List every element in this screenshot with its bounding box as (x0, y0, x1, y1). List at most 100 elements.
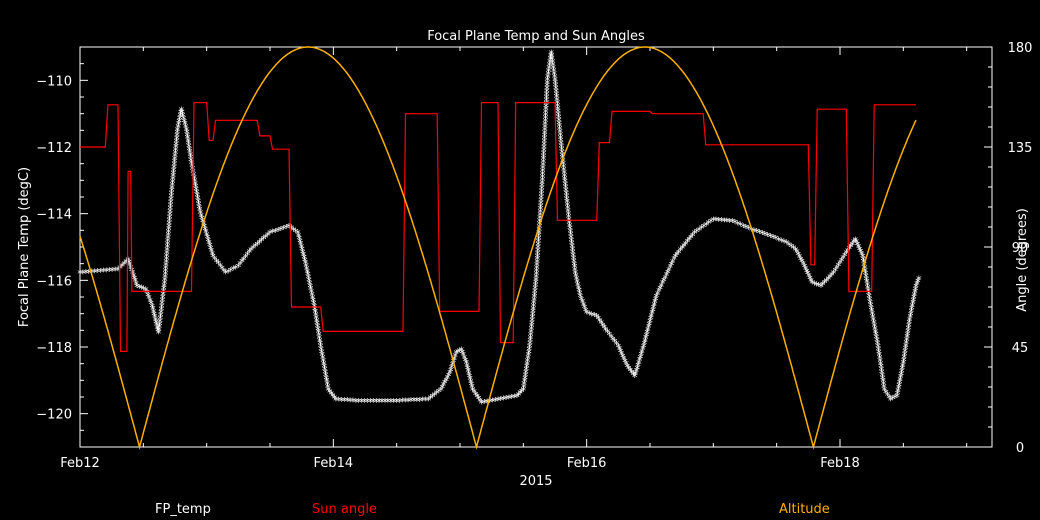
fp-temp-point: * (288, 223, 294, 236)
fp-temp-point: * (862, 265, 868, 278)
fp-temp-point: * (423, 394, 429, 407)
fp-temp-point: * (217, 261, 223, 274)
fp-temp-point: * (171, 168, 177, 181)
fp-temp-point: * (873, 329, 879, 342)
fp-temp-point: * (154, 320, 160, 333)
fp-temp-point: * (325, 381, 331, 394)
fp-temp-point: * (533, 271, 539, 284)
fp-temp-point: * (391, 396, 397, 409)
fp-temp-point: * (569, 235, 575, 248)
fp-temp-point: * (743, 222, 749, 235)
fp-temp-point: * (544, 86, 550, 99)
fp-temp-point: * (544, 89, 550, 102)
fp-temp-point: * (219, 263, 225, 276)
fp-temp-point: * (165, 233, 171, 246)
fp-temp-point: * (563, 185, 569, 198)
fp-temp-point: * (322, 364, 328, 377)
fp-temp-point: * (875, 341, 881, 354)
fp-temp-point: * (164, 245, 170, 258)
fp-temp-point: * (571, 253, 577, 266)
fp-temp-point: * (245, 249, 251, 262)
fp-temp-point: * (809, 278, 815, 291)
fp-temp-point: * (877, 350, 883, 363)
fp-temp-point: * (342, 395, 348, 408)
fp-temp-point: * (144, 287, 150, 300)
fp-temp-point: * (857, 244, 863, 257)
fp-temp-point: * (449, 362, 455, 375)
fp-temp-point: * (184, 130, 190, 143)
fp-temp-point: * (295, 228, 301, 241)
fp-temp-point: * (530, 303, 536, 316)
fp-temp-point: * (180, 110, 186, 123)
fp-temp-point: * (541, 148, 547, 161)
fp-temp-point: * (532, 286, 538, 299)
fp-temp-point: * (648, 313, 654, 326)
fp-temp-point: * (170, 177, 176, 190)
fp-temp-point: * (181, 113, 187, 126)
fp-temp-point: * (703, 219, 709, 232)
fp-temp-point: * (538, 201, 544, 214)
fp-temp-point: * (233, 262, 239, 275)
fp-temp-point: * (878, 358, 884, 371)
fp-temp-point: * (554, 89, 560, 102)
fp-temp-point: * (172, 150, 178, 163)
fp-temp-point: * (868, 303, 874, 316)
fp-temp-point: * (708, 216, 714, 229)
fp-temp-point: * (903, 343, 909, 356)
fp-temp-point: * (880, 376, 886, 389)
fp-temp-point: * (239, 256, 245, 269)
fp-temp-point: * (537, 210, 543, 223)
fp-temp-point: * (539, 189, 545, 202)
fp-temp-point: * (834, 263, 840, 276)
fp-temp-point: * (871, 317, 877, 330)
fp-temp-point: * (463, 355, 469, 368)
fp-temp-point: * (865, 282, 871, 295)
fp-temp-point: * (179, 107, 185, 120)
fp-temp-point: * (198, 210, 204, 223)
fp-temp-point: * (216, 258, 222, 271)
fp-temp-point: * (589, 309, 595, 322)
fp-temp-point: * (312, 304, 318, 317)
fp-temp-point: * (534, 266, 540, 279)
fp-temp-point: * (236, 261, 242, 274)
fp-temp-point: * (553, 86, 559, 99)
fp-temp-point: * (626, 363, 632, 376)
fp-temp-point: * (678, 245, 684, 258)
fp-temp-point: * (127, 260, 133, 273)
fp-temp-point: * (469, 382, 475, 395)
fp-temp-point: * (336, 395, 342, 408)
fp-temp-point: * (859, 249, 865, 262)
fp-temp-point: * (544, 80, 550, 93)
fp-temp-point: * (252, 241, 258, 254)
fp-temp-point: * (556, 118, 562, 131)
fp-temp-point: * (161, 283, 167, 296)
fp-temp-point: * (620, 351, 626, 364)
fp-temp-point: * (906, 320, 912, 333)
fp-temp-point: * (837, 258, 843, 271)
fp-temp-point: * (319, 347, 325, 360)
fp-temp-point: * (171, 159, 177, 172)
fp-temp-point: * (916, 274, 922, 287)
fp-temp-point: * (159, 298, 165, 311)
axis-ticks: Feb12 Feb14 Feb16 Feb18 −110 −112 −114 −116 −118… (36, 41, 1032, 471)
fp-temp-point: * (686, 234, 692, 247)
fp-temp-point: * (371, 396, 377, 409)
fp-temp-point: * (298, 239, 304, 252)
fp-temp-point: * (189, 161, 195, 174)
fp-temp-point: * (576, 282, 582, 295)
fp-temp-point: * (197, 202, 203, 215)
fp-temp-point: * (806, 271, 812, 284)
fp-temp-point: * (898, 372, 904, 385)
fp-temp-point: * (794, 247, 800, 260)
fp-temp-point: * (297, 236, 303, 249)
fp-temp-point: * (168, 203, 174, 216)
fp-temp-point: * (713, 215, 719, 228)
fp-temp-point: * (330, 390, 336, 403)
fp-temp-point: * (801, 259, 807, 272)
fp-temp-point: * (465, 366, 471, 379)
fp-temp-point: * (205, 232, 211, 245)
fp-temp-point: * (303, 258, 309, 271)
fp-temp-point: * (654, 291, 660, 304)
fp-temp-point: * (376, 396, 382, 409)
fp-temp-point: * (153, 314, 159, 327)
